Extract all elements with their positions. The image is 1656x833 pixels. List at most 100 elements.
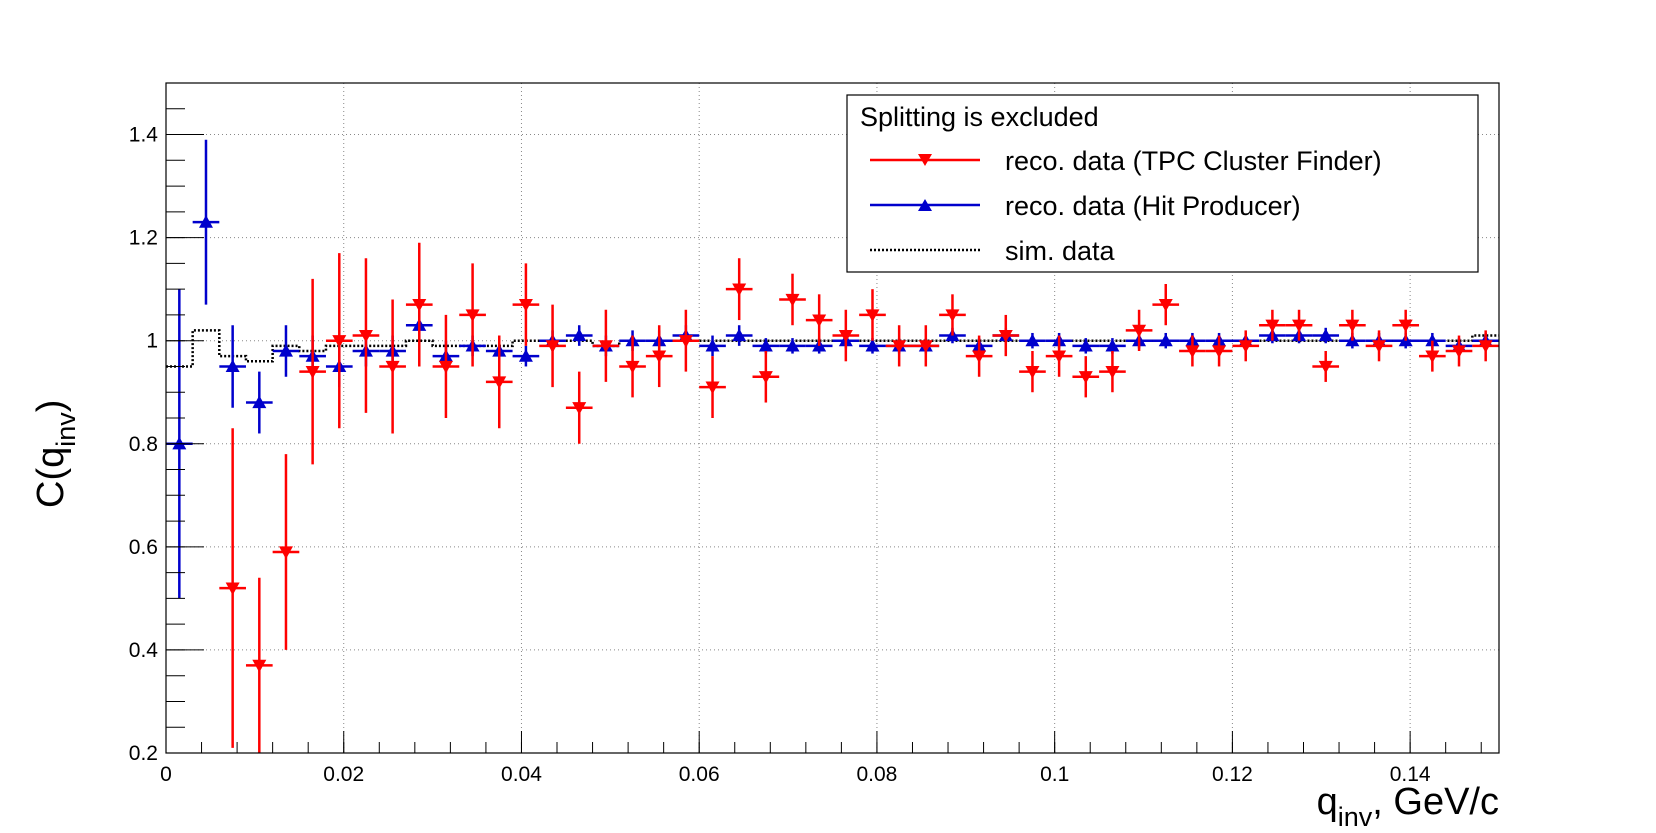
tpc-cluster-finder-point bbox=[1045, 335, 1073, 377]
tpc-cluster-finder-point bbox=[725, 258, 753, 321]
tpc-cluster-finder-point bbox=[1392, 309, 1420, 341]
x-tick-label: 0.06 bbox=[679, 763, 720, 786]
hit-producer-point bbox=[512, 345, 540, 367]
legend: Splitting is excluded reco. data (TPC Cl… bbox=[846, 94, 1479, 273]
tpc-cluster-finder-point bbox=[1232, 330, 1260, 362]
tpc-cluster-finder-marker bbox=[1372, 340, 1387, 353]
tpc-cluster-finder-marker bbox=[518, 299, 533, 312]
tpc-cluster-finder-marker bbox=[252, 659, 267, 673]
tpc-cluster-finder-marker bbox=[972, 350, 987, 364]
tpc-cluster-finder-point bbox=[992, 314, 1020, 357]
hit-producer-marker bbox=[1425, 333, 1440, 347]
x-axis-label: qinv, GeV/c bbox=[1317, 781, 1499, 832]
hit-producer-marker bbox=[1318, 328, 1333, 342]
tpc-cluster-finder-marker bbox=[918, 340, 933, 353]
hit-producer-marker bbox=[518, 349, 533, 362]
tpc-cluster-finder-marker bbox=[1105, 366, 1120, 379]
hit-producer-point bbox=[1072, 338, 1100, 354]
hit-producer-point bbox=[699, 335, 726, 357]
hit-producer-marker bbox=[732, 328, 747, 342]
tpc-cluster-finder-point bbox=[405, 242, 433, 367]
tpc-cluster-finder-point bbox=[885, 325, 913, 367]
tpc-cluster-finder-point bbox=[379, 299, 406, 434]
tpc-cluster-finder-point bbox=[752, 351, 780, 403]
tpc-cluster-finder-point bbox=[779, 273, 806, 326]
x-axis-label-main: q bbox=[1317, 781, 1338, 823]
tpc-cluster-finder-point bbox=[619, 335, 646, 398]
hit-producer-marker bbox=[1025, 333, 1040, 347]
tpc-cluster-finder-point bbox=[939, 294, 966, 336]
tpc-cluster-finder-marker bbox=[812, 314, 827, 328]
tpc-cluster-finder-marker bbox=[1265, 319, 1280, 333]
tpc-cluster-finder-marker bbox=[465, 309, 480, 322]
tpc-cluster-finder-marker bbox=[1478, 340, 1493, 353]
tpc-cluster-finder-point bbox=[1419, 340, 1446, 372]
x-axis-label-sub: inv bbox=[1338, 802, 1373, 832]
y-tick-label: 1.4 bbox=[129, 124, 159, 147]
tpc-cluster-finder-point bbox=[219, 428, 246, 748]
tpc-cluster-finder-point bbox=[1312, 351, 1340, 382]
tpc-cluster-finder-marker bbox=[1318, 360, 1333, 374]
tpc-cluster-finder-point bbox=[325, 253, 353, 429]
tpc-cluster-finder-point bbox=[1072, 356, 1100, 398]
tpc-cluster-finder-marker bbox=[892, 340, 907, 353]
tpc-cluster-finder-marker bbox=[865, 309, 880, 322]
hit-producer-point bbox=[272, 325, 300, 377]
tpc-cluster-finder-marker bbox=[678, 335, 693, 348]
x-tick-label: 0.12 bbox=[1212, 763, 1253, 786]
legend-marker-hit bbox=[918, 199, 932, 211]
y-axis-label-sub: inv bbox=[51, 412, 81, 447]
tpc-cluster-finder-point bbox=[245, 577, 273, 753]
hit-producer-marker bbox=[1105, 338, 1120, 352]
tpc-cluster-finder-point bbox=[1125, 309, 1153, 351]
hit-producer-point bbox=[1312, 327, 1340, 344]
tpc-cluster-finder-point bbox=[645, 325, 673, 388]
hit-producer-marker bbox=[785, 338, 800, 352]
tpc-cluster-finder-marker bbox=[225, 582, 240, 596]
tpc-cluster-finder-point bbox=[539, 304, 566, 388]
hit-producer-marker bbox=[1078, 338, 1093, 352]
hit-producer-point bbox=[219, 325, 246, 408]
tpc-cluster-finder-point bbox=[272, 454, 300, 650]
tpc-cluster-finder-point bbox=[1339, 309, 1366, 341]
y-tick-label: 0.8 bbox=[129, 433, 158, 456]
hit-producer-marker bbox=[705, 338, 720, 352]
tpc-cluster-finder-marker bbox=[945, 309, 960, 322]
tpc-cluster-finder-marker bbox=[598, 340, 613, 353]
hit-producer-marker bbox=[252, 395, 267, 409]
tpc-cluster-finder-marker bbox=[705, 381, 720, 395]
tpc-cluster-finder-marker bbox=[1292, 319, 1307, 333]
hit-producer-point bbox=[565, 325, 593, 346]
hit-producer-marker bbox=[198, 215, 213, 228]
tpc-cluster-finder-point bbox=[352, 258, 380, 413]
x-tick-label: 0.08 bbox=[856, 763, 897, 786]
tpc-cluster-finder-marker bbox=[278, 546, 293, 559]
legend-label-sim: sim. data bbox=[1005, 236, 1116, 266]
y-tick-label: 0.2 bbox=[129, 742, 158, 765]
tpc-cluster-finder-marker bbox=[732, 283, 747, 297]
legend-header: Splitting is excluded bbox=[860, 102, 1099, 132]
tpc-cluster-finder-point bbox=[1472, 330, 1499, 362]
legend-box bbox=[846, 94, 1479, 273]
tpc-cluster-finder-point bbox=[512, 263, 540, 346]
tpc-cluster-finder-point bbox=[1152, 284, 1180, 326]
y-axis-label: C(qinv) bbox=[30, 400, 81, 508]
tpc-cluster-finder-point bbox=[805, 294, 833, 346]
tpc-cluster-finder-marker bbox=[545, 340, 560, 353]
tpc-cluster-finder-point bbox=[832, 309, 860, 362]
legend-label-tpc: reco. data (TPC Cluster Finder) bbox=[1005, 146, 1382, 176]
tpc-cluster-finder-point bbox=[1019, 351, 1046, 393]
tpc-cluster-finder-marker bbox=[412, 299, 427, 312]
legend-marker-tpc bbox=[918, 154, 932, 166]
tpc-cluster-finder-point bbox=[912, 325, 940, 367]
tpc-cluster-finder-marker bbox=[332, 335, 347, 348]
tpc-cluster-finder-marker bbox=[438, 360, 453, 374]
legend-label-hit: reco. data (Hit Producer) bbox=[1005, 191, 1301, 221]
hit-producer-marker bbox=[572, 328, 587, 342]
hit-producer-point bbox=[1019, 332, 1046, 349]
tpc-cluster-finder-marker bbox=[1078, 371, 1093, 384]
tpc-cluster-finder-point bbox=[672, 309, 700, 372]
x-tick-label: 0.02 bbox=[323, 763, 364, 786]
tpc-cluster-finder-marker bbox=[785, 293, 800, 307]
